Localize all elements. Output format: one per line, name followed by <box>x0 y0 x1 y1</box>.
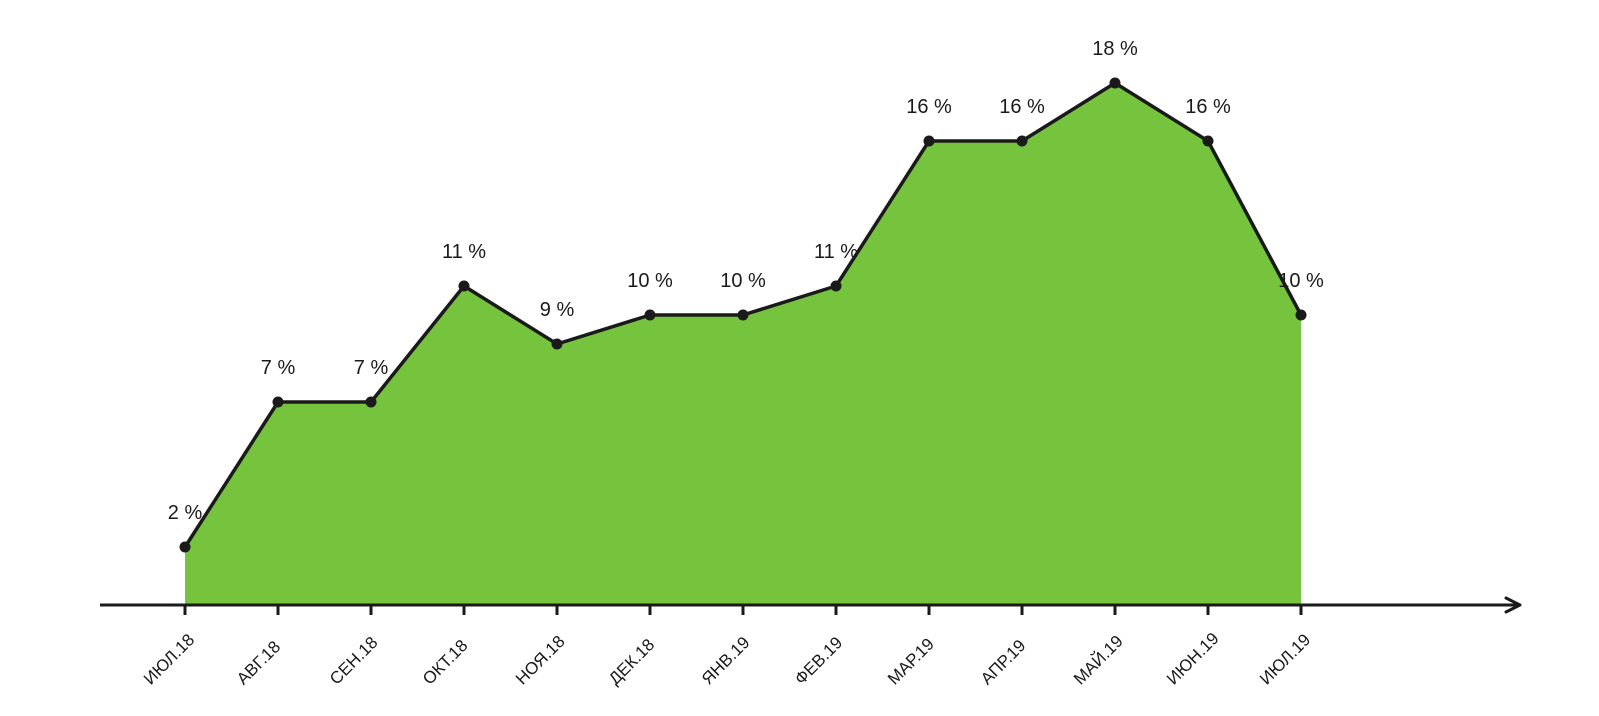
data-marker <box>459 281 470 292</box>
value-label: 7 % <box>354 357 388 380</box>
value-label: 16 % <box>906 96 952 119</box>
area-chart: 2 %ИЮЛ.187 %АВГ.187 %СЕН.1811 %ОКТ.189 %… <box>0 0 1599 716</box>
data-marker <box>180 542 191 553</box>
value-label: 10 % <box>720 270 766 293</box>
data-marker <box>645 310 656 321</box>
value-label: 9 % <box>540 299 574 322</box>
data-marker <box>552 339 563 350</box>
data-marker <box>831 281 842 292</box>
value-label: 16 % <box>999 96 1045 119</box>
value-label: 11 % <box>814 241 858 264</box>
data-marker <box>273 397 284 408</box>
value-label: 18 % <box>1092 38 1138 61</box>
data-marker <box>1017 136 1028 147</box>
data-marker <box>1296 310 1307 321</box>
data-marker <box>738 310 749 321</box>
value-label: 10 % <box>627 270 673 293</box>
value-label: 10 % <box>1278 270 1324 293</box>
data-marker <box>924 136 935 147</box>
data-marker <box>1110 78 1121 89</box>
value-label: 16 % <box>1185 96 1231 119</box>
data-marker <box>1203 136 1214 147</box>
value-label: 11 % <box>442 241 486 264</box>
data-marker <box>366 397 377 408</box>
area-fill <box>185 83 1301 605</box>
chart-svg <box>0 0 1599 716</box>
value-label: 2 % <box>168 502 202 525</box>
value-label: 7 % <box>261 357 295 380</box>
